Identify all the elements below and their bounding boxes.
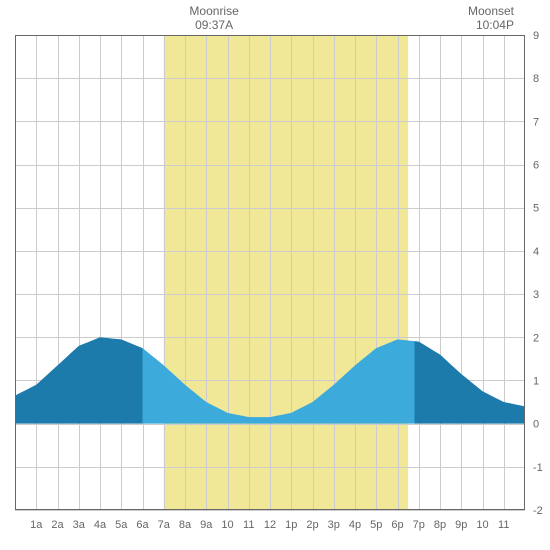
y-tick-label: 7 (533, 116, 539, 128)
y-tick-label: 9 (533, 30, 539, 42)
x-tick-label: 1p (285, 519, 297, 531)
moonrise-time: 09:37A (195, 18, 233, 32)
tide-chart: Moonrise 09:37A Moonset 10:04P -2-101234… (0, 0, 550, 550)
x-tick-label: 1a (30, 519, 43, 531)
y-tick-label: 3 (533, 289, 539, 301)
chart-svg: -2-101234567891a2a3a4a5a6a7a8a9a1011121p… (0, 0, 550, 550)
x-tick-label: 6a (136, 519, 149, 531)
moonrise-title: Moonrise (189, 4, 238, 18)
y-tick-label: 4 (533, 246, 539, 258)
y-tick-label: 5 (533, 203, 539, 215)
x-tick-label: 4p (349, 519, 361, 531)
x-tick-label: 7a (158, 519, 171, 531)
x-tick-label: 10 (476, 519, 488, 531)
x-tick-label: 7p (413, 519, 425, 531)
x-tick-label: 5a (115, 519, 128, 531)
x-tick-label: 8a (179, 519, 192, 531)
x-tick-label: 12 (264, 519, 276, 531)
y-tick-label: 8 (533, 73, 539, 85)
x-tick-label: 5p (370, 519, 382, 531)
moonset-label: Moonset 10:04P (468, 4, 514, 33)
x-tick-label: 3p (328, 519, 340, 531)
x-tick-label: 6p (391, 519, 403, 531)
moonset-title: Moonset (468, 4, 514, 18)
y-tick-label: -1 (533, 462, 543, 474)
x-tick-label: 2a (51, 519, 64, 531)
y-tick-label: 1 (533, 375, 539, 387)
moonrise-label: Moonrise 09:37A (189, 4, 238, 33)
x-tick-label: 2p (306, 519, 318, 531)
x-tick-label: 3a (73, 519, 86, 531)
moonset-time: 10:04P (476, 18, 514, 32)
x-tick-label: 11 (498, 519, 509, 531)
y-tick-label: 6 (533, 160, 539, 172)
y-tick-label: 0 (533, 419, 539, 431)
x-tick-label: 8p (434, 519, 446, 531)
y-tick-label: -2 (533, 505, 543, 517)
x-tick-label: 10 (221, 519, 233, 531)
x-tick-label: 9a (200, 519, 213, 531)
x-tick-label: 4a (94, 519, 107, 531)
x-tick-label: 9p (455, 519, 467, 531)
y-tick-label: 2 (533, 332, 539, 344)
x-tick-label: 11 (243, 519, 254, 531)
